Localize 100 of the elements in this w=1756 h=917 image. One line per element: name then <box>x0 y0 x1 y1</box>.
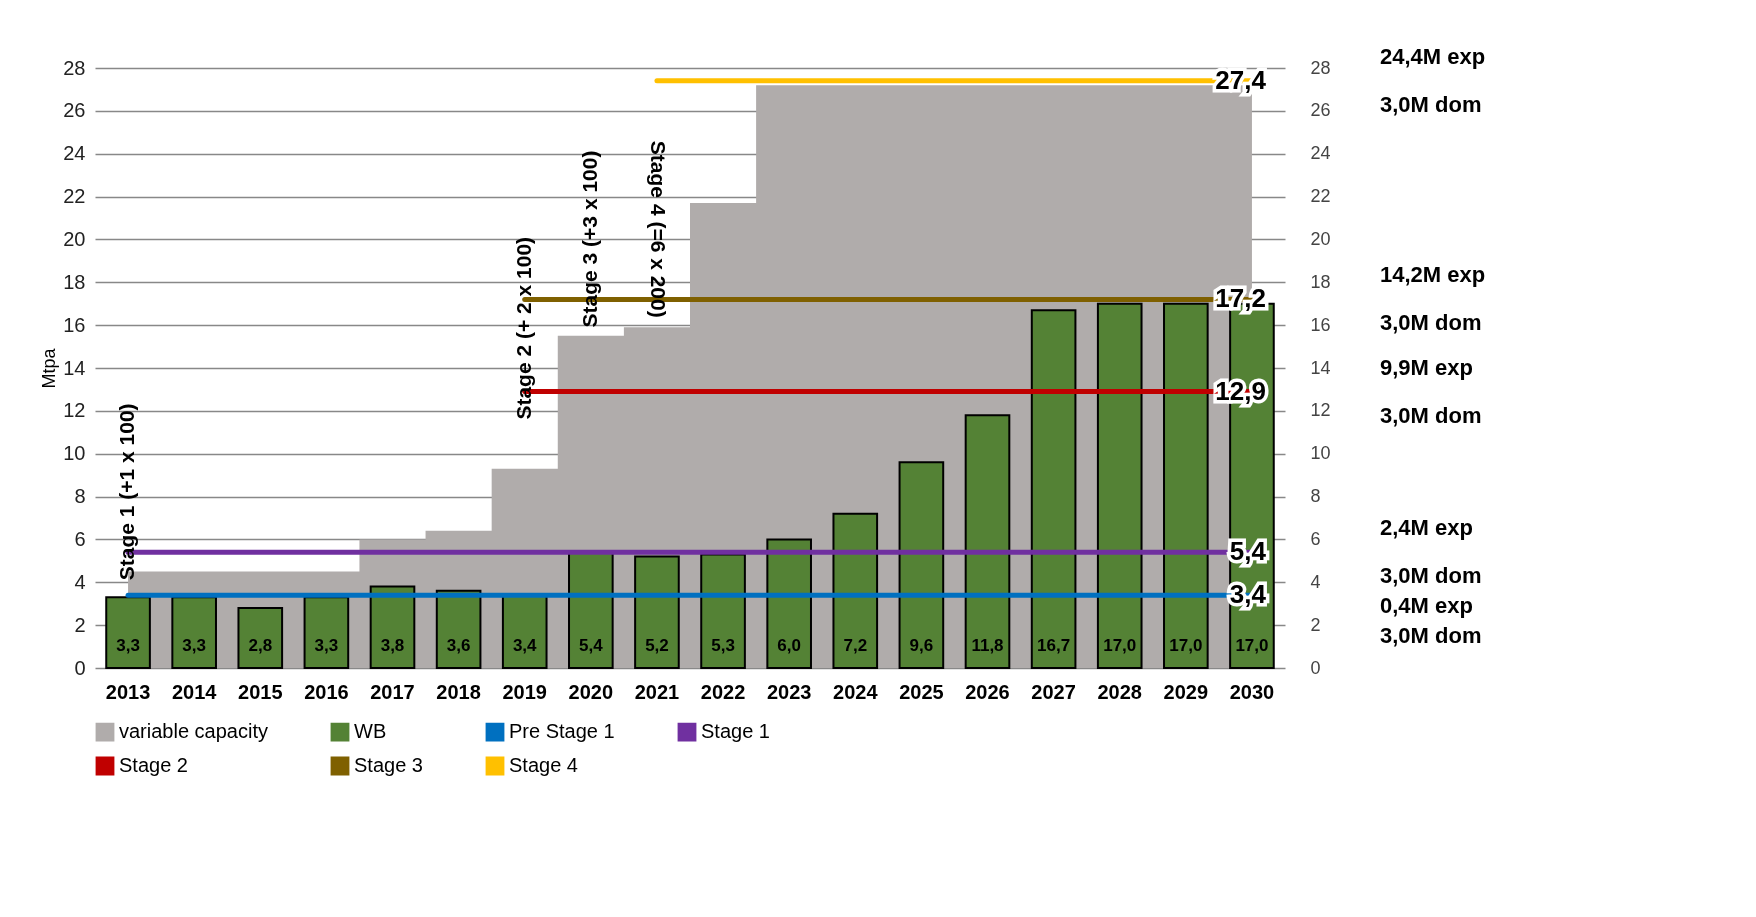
text: 3,0M dom <box>1380 563 1482 589</box>
x-tick-label: 2014 <box>171 680 218 703</box>
x-tick-label: 2024 <box>833 680 879 703</box>
y-tick-label: 6 <box>74 527 86 550</box>
legend-label: Stage 3 <box>354 754 423 776</box>
x-tick-label: 2027 <box>1031 680 1076 703</box>
x-tick-label: 2026 <box>965 680 1010 703</box>
y2-tick-label: 18 <box>1310 271 1331 292</box>
bar <box>1096 302 1143 669</box>
data-label: 5,2 <box>645 636 669 655</box>
bar <box>964 414 1011 669</box>
x-tick-label: 2016 <box>304 680 349 703</box>
y2-tick-label: 14 <box>1310 357 1331 378</box>
legend-label: Stage 2 <box>119 754 188 776</box>
text: 9,9M exp <box>1380 354 1473 380</box>
y-tick-label: 10 <box>63 442 86 465</box>
text: 3,0M dom <box>1380 91 1482 117</box>
legend-label: Stage 4 <box>509 754 578 776</box>
y2-tick-label: 0 <box>1310 657 1321 678</box>
bar <box>303 596 350 669</box>
y-tick-label: 8 <box>74 485 86 508</box>
legend-label: Stage 1 <box>701 720 770 743</box>
y2-tick-label: 10 <box>1310 443 1331 464</box>
bar <box>766 538 812 669</box>
data-label: 3,3 <box>116 636 140 655</box>
y2-tick-label: 4 <box>1310 571 1321 592</box>
y-axis-title: Mtpa <box>39 347 60 389</box>
data-label: 3,3 <box>314 636 339 655</box>
y2-tick-label: 26 <box>1310 100 1331 121</box>
x-tick-label: 2023 <box>766 680 812 703</box>
bar <box>105 596 151 669</box>
bar <box>171 596 217 669</box>
data-label: 3,4 <box>512 636 538 655</box>
data-label: 17,2 <box>1215 283 1266 314</box>
y-tick-label: 18 <box>63 270 86 293</box>
data-label: 2,8 <box>248 636 273 655</box>
bar <box>1030 309 1077 669</box>
data-label: 11,8 <box>971 636 1004 655</box>
x-tick-label: 2013 <box>105 680 151 703</box>
y2-tick-label: 16 <box>1310 314 1331 335</box>
y-tick-label: 26 <box>63 99 86 122</box>
data-label: 9,6 <box>909 636 934 655</box>
y-tick-label: 12 <box>63 399 86 422</box>
x-tick-label: 2030 <box>1229 680 1275 703</box>
annotation: Stage 4 (=6 x 200) <box>646 140 670 318</box>
y2-tick-label: 28 <box>1310 57 1331 78</box>
text: 14,2M exp <box>1380 262 1486 288</box>
y-tick-label: 0 <box>74 656 86 679</box>
x-tick-label: 2019 <box>502 680 547 703</box>
y-tick-label: 24 <box>63 142 86 165</box>
bar <box>832 512 879 669</box>
bar <box>898 461 945 669</box>
y-tick-label: 2 <box>74 613 86 636</box>
y-tick-label: 22 <box>63 185 86 208</box>
y-tick-label: 14 <box>63 356 86 379</box>
y-tick-label: 28 <box>63 56 86 79</box>
x-tick-label: 2025 <box>899 680 944 703</box>
data-label: 6,0 <box>777 636 801 655</box>
bar <box>700 553 746 669</box>
y2-tick-label: 24 <box>1310 143 1331 164</box>
y2-tick-label: 22 <box>1310 186 1331 207</box>
text: 3,0M dom <box>1380 310 1482 336</box>
legend-label: WB <box>354 720 387 743</box>
x-tick-label: 2020 <box>568 680 614 703</box>
x-tick-label: 2028 <box>1097 680 1142 703</box>
annotation: Stage 3 (+3 x 100) <box>577 150 601 328</box>
bar <box>634 555 680 669</box>
data-label: 3,3 <box>182 636 206 655</box>
data-label: 5,3 <box>711 636 735 655</box>
text: 2,4M exp <box>1380 515 1473 541</box>
data-label: 16,7 <box>1037 636 1071 655</box>
text: 3,0M dom <box>1380 402 1482 428</box>
x-tick-label: 2022 <box>700 680 746 703</box>
data-label: 5,4 <box>579 636 604 655</box>
y2-tick-label: 12 <box>1310 400 1331 421</box>
y2-tick-label: 8 <box>1310 486 1321 507</box>
data-label: 17,0 <box>1169 636 1203 655</box>
annotation: Stage 1 (+1 x 100) <box>115 403 139 581</box>
x-tick-label: 2021 <box>634 680 680 703</box>
y-tick-label: 16 <box>63 313 86 336</box>
y-tick-label: 20 <box>63 227 86 250</box>
bar <box>1163 302 1209 669</box>
y2-tick-label: 20 <box>1310 228 1331 249</box>
y2-tick-label: 6 <box>1310 528 1321 549</box>
x-tick-label: 2017 <box>370 680 415 703</box>
x-tick-label: 2018 <box>436 680 481 703</box>
legend-label: Pre Stage 1 <box>509 720 615 743</box>
y-tick-label: 4 <box>74 570 86 593</box>
data-label: 3,8 <box>380 636 405 655</box>
legend-label: variable capacity <box>119 720 268 743</box>
bar <box>237 607 284 669</box>
text: 3,0M dom <box>1380 623 1482 649</box>
text: 0,4M exp <box>1380 593 1473 619</box>
data-label: 3,6 <box>446 636 471 655</box>
y2-tick-label: 2 <box>1310 614 1321 635</box>
data-label: 17,0 <box>1235 636 1269 655</box>
text: 24,4M exp <box>1380 43 1486 69</box>
x-tick-label: 2015 <box>238 680 283 703</box>
data-label: 7,2 <box>843 636 868 655</box>
data-label: 17,0 <box>1103 636 1137 655</box>
